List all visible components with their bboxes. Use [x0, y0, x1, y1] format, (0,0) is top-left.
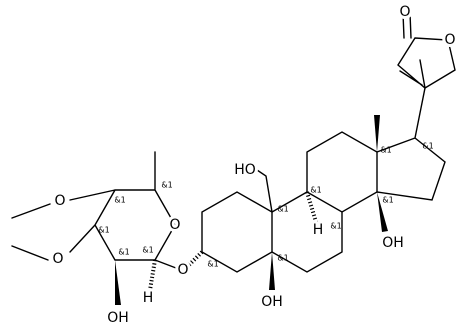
lactone-ring	[397, 12, 456, 89]
sugar-ring	[11, 151, 176, 261]
atom-label: OH	[382, 235, 404, 251]
stereo-label: &1	[380, 146, 391, 155]
atom-label: OH	[107, 310, 129, 326]
stereo-label: &1	[114, 196, 125, 205]
stereo-label: &1	[422, 142, 433, 151]
atom-label: H	[143, 290, 154, 306]
oh-wedge	[115, 260, 121, 305]
atom-label: HO	[234, 162, 256, 178]
atom-label: H	[313, 222, 324, 238]
stereo-label: &1	[277, 254, 288, 263]
h-hash	[148, 259, 157, 291]
stereo-label: &1	[98, 226, 109, 235]
atom-label: O	[54, 193, 65, 209]
atom-label: O	[444, 32, 455, 48]
d-ring	[376, 87, 446, 201]
bonds	[11, 12, 456, 305]
atom-label: OH	[261, 294, 283, 310]
methyl-wedge	[374, 115, 380, 152]
stereo-label: &1	[161, 181, 172, 190]
stereo-label: &1	[277, 205, 288, 214]
atom-labels: O O&1&1 HO&1&1&1 H&1 OH&1 OH&1 O O&1 O &1&1 O &1 OH &…	[49, 1, 458, 329]
stereo-label: &1	[142, 246, 153, 255]
oh-wedge	[269, 252, 275, 290]
atom-label: O	[177, 262, 188, 278]
stereo-label: &1	[207, 260, 218, 269]
stereo-label: &1	[330, 222, 341, 231]
b-ring	[271, 191, 343, 273]
stereo-label: &1	[118, 248, 129, 257]
glycoside-link	[154, 259, 177, 269]
o-hash	[186, 250, 204, 268]
atom-label: O	[169, 217, 180, 233]
stereo-label: &1	[310, 186, 321, 195]
stereo-label: &1	[382, 196, 393, 205]
c-ring	[306, 131, 378, 213]
hydroxymethyl	[256, 169, 273, 213]
atom-label: O	[52, 251, 63, 267]
atom-label: O	[399, 4, 410, 20]
oh-wedge	[377, 192, 388, 232]
